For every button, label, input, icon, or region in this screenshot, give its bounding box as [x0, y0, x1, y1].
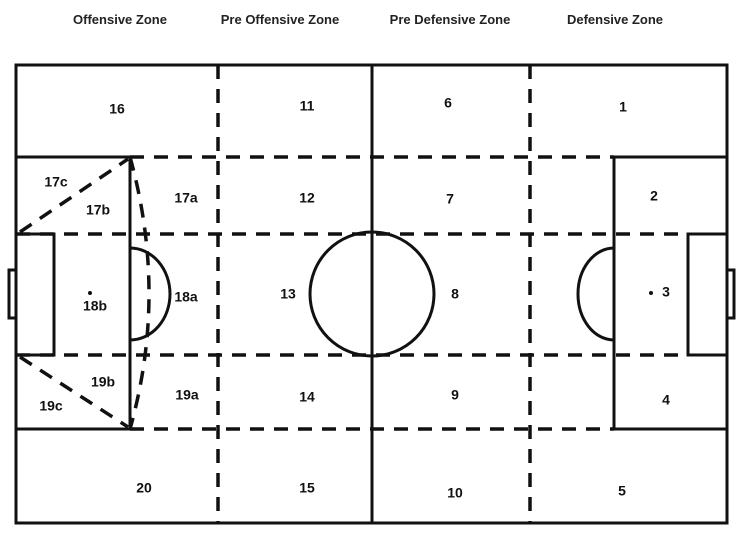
left-penalty-spot — [88, 291, 92, 295]
right-penalty-spot — [649, 291, 653, 295]
zone-label-12: 12 — [299, 190, 315, 206]
zone-label-5: 5 — [618, 483, 626, 499]
zone-label-17b: 17b — [86, 202, 110, 218]
header-offensive-zone: Offensive Zone — [73, 12, 167, 27]
left-goal — [7, 268, 16, 320]
zone-label-4: 4 — [662, 392, 670, 408]
right-penalty-area — [612, 155, 727, 431]
right-goal — [727, 268, 736, 320]
right-goal-area — [686, 232, 727, 357]
zone-label-16: 16 — [109, 101, 125, 117]
zone-label-19c: 19c — [39, 398, 63, 414]
diagonal-17c — [19, 157, 129, 234]
header-pre-offensive-zone: Pre Offensive Zone — [220, 12, 340, 27]
zone-label-17a: 17a — [174, 190, 198, 206]
left-goal-area — [16, 232, 56, 357]
zone-label-3: 3 — [662, 284, 670, 300]
left-penalty-area — [16, 155, 132, 431]
zone-label-8: 8 — [451, 286, 459, 302]
header-pre-defensive-zone: Pre Defensive Zone — [389, 12, 511, 27]
zone-label-19a: 19a — [175, 387, 199, 403]
right-penalty-arc — [576, 246, 615, 342]
zone-label-2: 2 — [650, 188, 658, 204]
zone-label-6: 6 — [444, 95, 452, 111]
left-penalty-arc — [129, 246, 172, 342]
offensive-curve — [128, 156, 151, 430]
zone-label-9: 9 — [451, 387, 459, 403]
zone-label-10: 10 — [447, 485, 463, 501]
zone-label-18b: 18b — [83, 298, 107, 314]
zone-label-15: 15 — [299, 480, 315, 496]
zone-label-1: 1 — [619, 99, 627, 115]
zone-label-13: 13 — [280, 286, 296, 302]
zone-label-14: 14 — [299, 389, 315, 405]
zone-label-11: 11 — [300, 98, 315, 114]
zone-label-7: 7 — [446, 191, 454, 207]
zone-label-20: 20 — [136, 480, 152, 496]
center-circle — [308, 230, 436, 358]
zone-label-18a: 18a — [174, 289, 198, 305]
header-defensive-zone: Defensive Zone — [566, 12, 664, 27]
zone-label-17c: 17c — [44, 174, 68, 190]
zone-label-19b: 19b — [91, 374, 115, 390]
diagonal-19c — [19, 355, 129, 429]
